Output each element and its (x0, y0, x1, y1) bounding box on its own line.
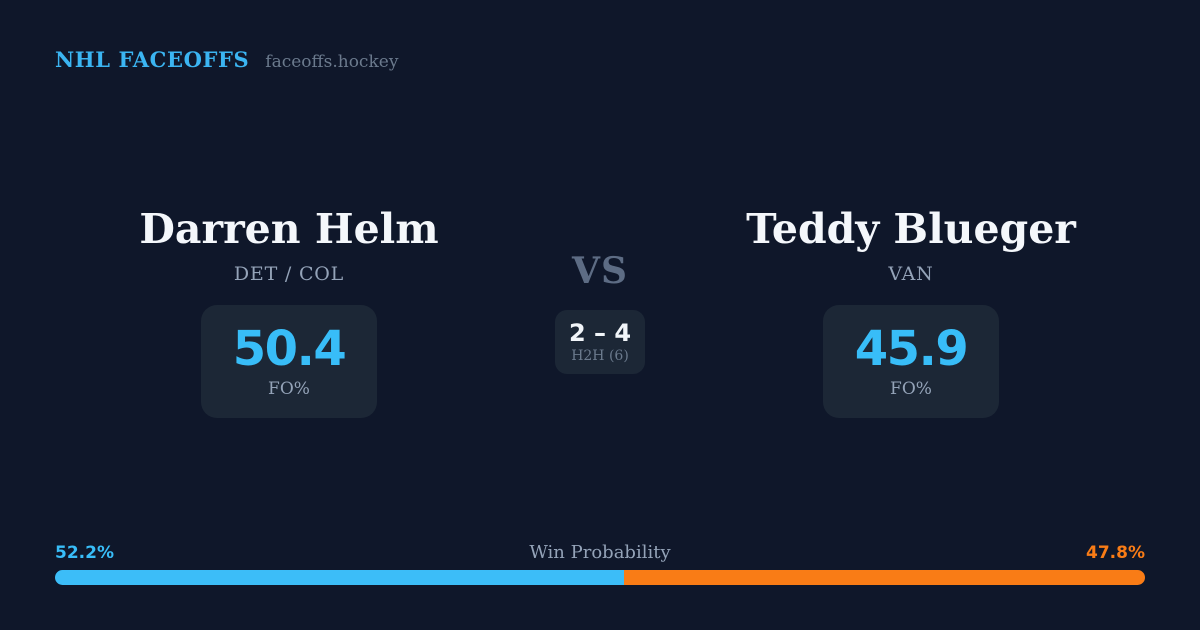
player-right-stat-box: 45.9 FO% (823, 305, 999, 418)
site-url: faceoffs.hockey (265, 52, 399, 72)
player-right-column: Teddy Blueger VAN 45.9 FO% (731, 207, 1091, 418)
player-right-fo-value: 45.9 (854, 321, 969, 377)
win-probability-right-pct: 47.8% (1086, 543, 1145, 563)
player-right-name: Teddy Blueger (746, 205, 1076, 253)
h2h-box: 2 – 4 H2H (6) (555, 310, 645, 374)
vs-label: VS (572, 250, 628, 292)
win-probability-left-pct: 52.2% (55, 543, 114, 563)
h2h-label: H2H (6) (571, 348, 629, 364)
win-probability-bar-left-segment (55, 570, 624, 585)
player-right-team: VAN (888, 263, 934, 285)
win-probability-bar-right-segment (623, 570, 1145, 585)
player-left-team: DET / COL (233, 263, 345, 285)
h2h-score: 2 – 4 (568, 319, 632, 347)
win-probability-title: Win Probability (529, 542, 671, 563)
win-probability-section: 52.2% Win Probability 47.8% (55, 542, 1145, 585)
win-probability-bar (55, 570, 1145, 585)
vs-column: VS 2 – 4 H2H (6) (525, 250, 675, 374)
player-left-column: Darren Helm DET / COL 50.4 FO% (109, 207, 469, 418)
player-left-name: Darren Helm (139, 205, 439, 253)
player-left-stat-box: 50.4 FO% (201, 305, 377, 418)
header: NHL FACEOFFS faceoffs.hockey (55, 47, 398, 72)
player-right-fo-label: FO% (890, 379, 932, 399)
win-probability-labels: 52.2% Win Probability 47.8% (55, 542, 1145, 564)
brand-title: NHL FACEOFFS (55, 47, 250, 72)
player-left-fo-value: 50.4 (232, 321, 347, 377)
player-left-fo-label: FO% (268, 379, 310, 399)
